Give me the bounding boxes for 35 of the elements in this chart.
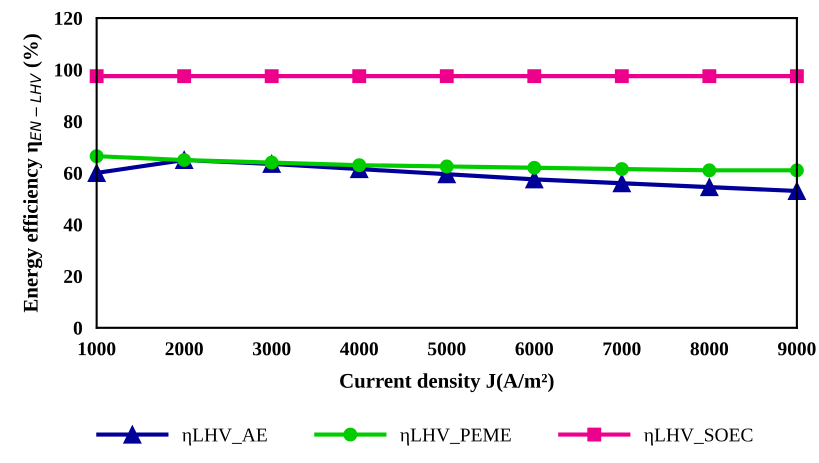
y-tick-label: 60 (64, 166, 82, 180)
x-tick-label: 3000 (252, 342, 290, 356)
y-tick-label: 0 (74, 322, 82, 335)
x-tick-label: 1000 (78, 342, 116, 356)
y-tick-label: 40 (64, 218, 82, 232)
x-tick-label: 7000 (603, 342, 641, 356)
point (614, 69, 629, 84)
legend-label: ηLHV_PEME (400, 428, 511, 446)
point (527, 160, 542, 175)
point (177, 69, 192, 84)
point (702, 69, 716, 84)
point (614, 162, 629, 176)
point (352, 158, 366, 172)
y-tick-label: 20 (64, 270, 82, 284)
point (527, 69, 542, 84)
point (440, 160, 454, 174)
x-tick-label: 9000 (778, 342, 816, 356)
point (264, 69, 279, 84)
x-tick-label: 6000 (516, 342, 553, 356)
y-axis-title: Energy efficiency η$_{EN−LHV}$ (%) (22, 34, 42, 312)
legend-label: ηLHV_SOEC (644, 428, 752, 446)
y-tick-label: 80 (64, 115, 82, 128)
y-tick-label: 120 (55, 12, 82, 25)
point (612, 174, 631, 192)
point (702, 163, 716, 178)
legend-label: ηLHV_AE (182, 428, 267, 446)
x-tick-label: 2000 (166, 342, 203, 356)
y-tick-label: 100 (55, 63, 82, 77)
x-tick-label: 4000 (340, 342, 378, 356)
x-tick-label: 5000 (428, 342, 466, 356)
x-tick-label: 8000 (690, 342, 728, 356)
point (440, 69, 454, 84)
point (352, 69, 366, 84)
point (700, 178, 718, 196)
x-axis-title: Current density J(A/m²) (340, 373, 554, 392)
